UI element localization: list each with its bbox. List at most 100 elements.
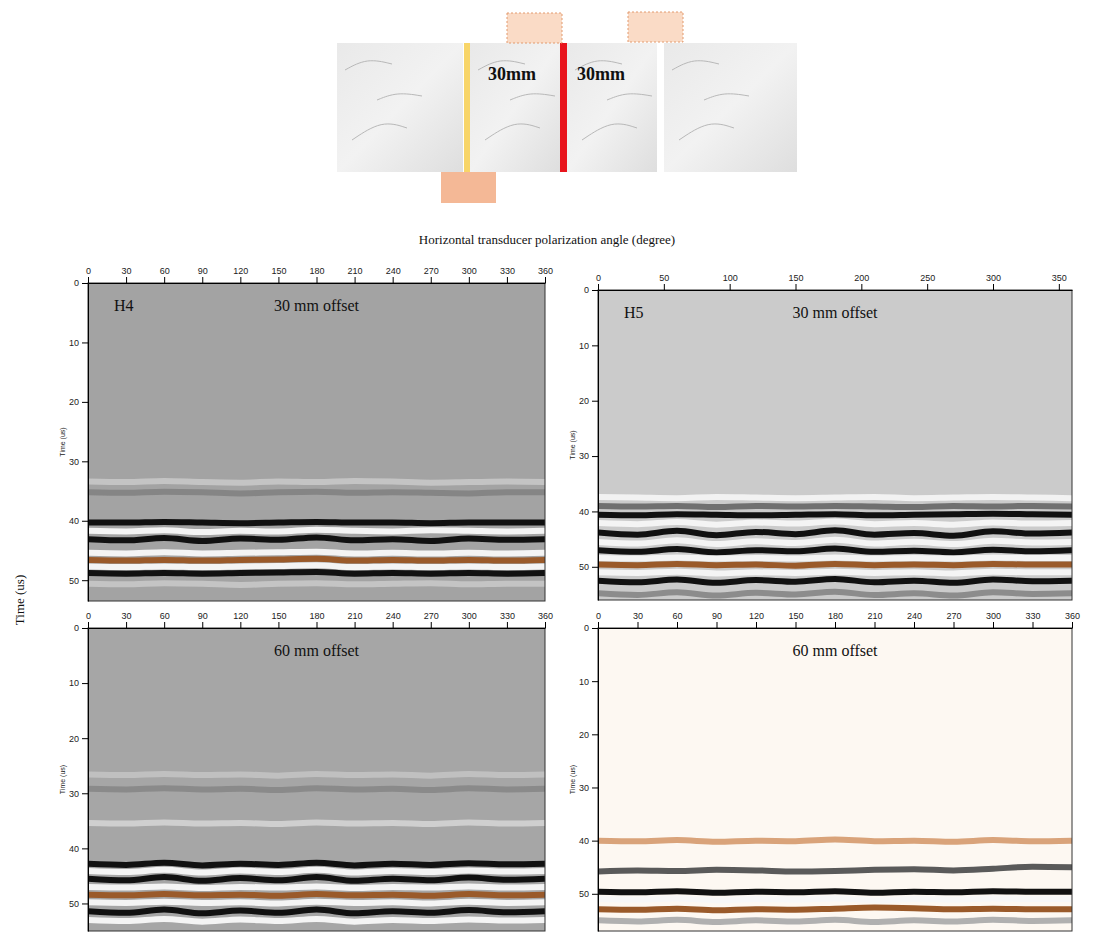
y-tick-mark xyxy=(592,456,598,457)
y-tick-mark xyxy=(592,681,598,682)
y-tick-mark xyxy=(592,628,598,629)
x-tick: 90 xyxy=(198,266,208,283)
x-tick: 210 xyxy=(348,611,363,628)
x-tick: 90 xyxy=(198,611,208,628)
x-tick: 120 xyxy=(233,611,248,628)
x-tick-label: 120 xyxy=(233,266,248,276)
y-tick-label: 40 xyxy=(579,507,589,517)
x-tick-mark xyxy=(240,277,241,283)
y-tick-label: 0 xyxy=(584,285,589,295)
plot-background xyxy=(598,290,1072,600)
x-tick-mark xyxy=(240,622,241,628)
x-tick-mark xyxy=(545,622,546,628)
x-tick-label: 150 xyxy=(788,611,803,621)
y-tick: 10 xyxy=(579,677,598,687)
plot-frame xyxy=(88,283,545,601)
x-tick-label: 180 xyxy=(828,611,843,621)
y-tick-label: 40 xyxy=(579,836,589,846)
y-tick: 40 xyxy=(579,507,598,517)
reflection-band xyxy=(598,579,1072,583)
x-tick-mark xyxy=(1033,622,1034,628)
x-tick-mark xyxy=(993,622,994,628)
y-tick-label: 20 xyxy=(579,396,589,406)
x-tick-label: 180 xyxy=(309,266,324,276)
panel-y-label: Time (us) xyxy=(569,430,577,459)
panel-title: 60 mm offset xyxy=(274,642,360,659)
y-tick-label: 40 xyxy=(69,516,79,526)
y-tick-label: 50 xyxy=(579,562,589,572)
x-tick: 240 xyxy=(386,611,401,628)
x-tick: 120 xyxy=(749,611,764,628)
x-tick-mark xyxy=(126,277,127,283)
plot-frame xyxy=(88,628,545,931)
reflection-band xyxy=(598,521,1072,524)
y-axis-line xyxy=(598,291,599,601)
x-tick: 330 xyxy=(500,611,515,628)
x-tick-mark xyxy=(677,622,678,628)
x-tick-mark xyxy=(954,622,955,628)
x-tick-mark xyxy=(393,622,394,628)
panel-label: H4 xyxy=(114,297,134,314)
x-tick-mark xyxy=(993,284,994,290)
reflection-band xyxy=(88,481,545,483)
y-tick-label: 50 xyxy=(579,889,589,899)
plot-marks xyxy=(88,774,545,922)
x-tick-label: 210 xyxy=(867,611,882,621)
x-tick-label: 360 xyxy=(538,611,553,621)
y-tick-mark xyxy=(82,793,88,794)
x-tick-mark xyxy=(469,622,470,628)
y-axis: 01020304050 xyxy=(69,623,89,931)
x-tick-label: 360 xyxy=(1065,611,1080,621)
x-axis-title: Horizontal transducer polarization angle… xyxy=(419,232,675,247)
reflection-band xyxy=(88,492,545,494)
x-tick: 200 xyxy=(854,273,869,290)
y-tick-mark xyxy=(82,283,88,284)
y-tick-mark xyxy=(592,290,598,291)
x-tick-mark xyxy=(278,622,279,628)
reflection-band xyxy=(598,506,1072,507)
x-tick-label: 30 xyxy=(633,611,643,621)
x-tick: 0 xyxy=(596,611,601,628)
panel-title: 30 mm offset xyxy=(792,304,878,321)
x-tick: 150 xyxy=(788,273,803,290)
x-tick: 270 xyxy=(424,611,439,628)
y-tick-label: 50 xyxy=(69,576,79,586)
reflection-band xyxy=(598,530,1072,536)
x-tick: 30 xyxy=(122,266,132,283)
x-tick: 360 xyxy=(538,266,553,283)
x-tick-mark xyxy=(756,622,757,628)
y-tick-mark xyxy=(82,903,88,904)
x-tick: 30 xyxy=(633,611,643,628)
panel: 0306090120150180210240270300330360010203… xyxy=(569,611,1080,932)
y-tick: 30 xyxy=(579,451,598,461)
x-tick-label: 90 xyxy=(712,611,722,621)
panel-y-label: Time (us) xyxy=(59,765,67,794)
x-tick-label: 300 xyxy=(462,266,477,276)
panel: 05010015020025030035001020304050Time (us… xyxy=(569,273,1073,601)
reflection-band xyxy=(88,877,545,881)
x-tick-label: 300 xyxy=(986,611,1001,621)
reflection-band xyxy=(598,540,1072,544)
panel-title: 60 mm offset xyxy=(792,642,878,659)
reflection-band xyxy=(598,840,1072,842)
x-axis: 0306090120150180210240270300330360 xyxy=(86,611,553,629)
x-tick-mark xyxy=(507,277,508,283)
x-axis: 0306090120150180210240270300330360 xyxy=(86,266,553,284)
diagram: 30mm30mm xyxy=(337,12,797,203)
x-tick-label: 300 xyxy=(986,273,1001,283)
y-axis-line xyxy=(598,629,599,932)
x-tick: 270 xyxy=(424,266,439,283)
x-tick-mark xyxy=(1059,284,1060,290)
y-tick: 10 xyxy=(69,338,88,348)
reflection-band xyxy=(88,522,545,523)
x-tick-mark xyxy=(507,622,508,628)
reflection-band xyxy=(88,537,545,541)
x-tick: 150 xyxy=(788,611,803,628)
x-tick: 270 xyxy=(946,611,961,628)
x-tick-label: 150 xyxy=(788,273,803,283)
y-tick-mark xyxy=(82,521,88,522)
x-tick: 210 xyxy=(867,611,882,628)
y-tick-mark xyxy=(592,567,598,568)
x-tick-label: 250 xyxy=(920,273,935,283)
reflection-band xyxy=(88,530,545,532)
